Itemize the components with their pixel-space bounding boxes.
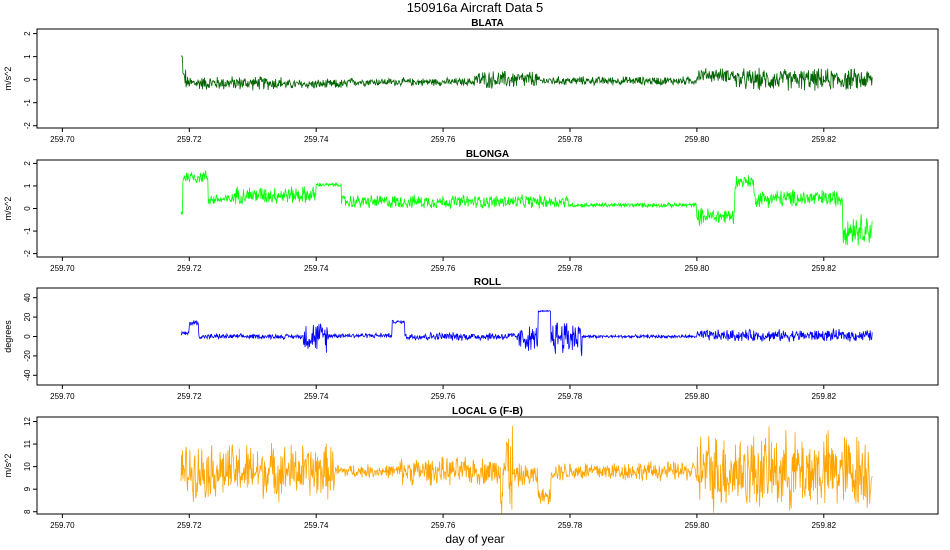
x-axis-label: day of year <box>445 532 504 546</box>
series-line <box>180 309 873 356</box>
y-tick-label: 0 <box>23 206 32 211</box>
y-axis-label: m/s^2 <box>3 454 13 478</box>
x-tick-label: 259.78 <box>558 135 583 144</box>
plot-frame <box>36 159 939 258</box>
panel-title: BLATA <box>471 18 503 29</box>
plot-frame <box>36 416 939 515</box>
x-tick-label: 259.70 <box>50 264 75 273</box>
y-axis-label: m/s^2 <box>3 67 13 91</box>
x-tick-label: 259.70 <box>50 521 75 530</box>
y-tick-label: -2 <box>23 122 32 130</box>
y-tick-label: 1 <box>23 183 32 188</box>
y-tick-label: 2 <box>23 31 32 36</box>
x-tick-label: 259.72 <box>177 392 202 401</box>
y-tick-label: 0 <box>23 334 32 339</box>
series-line <box>180 170 873 246</box>
y-tick-label: 12 <box>23 417 32 426</box>
panel-0: BLATA 259.70 259.72 259.74 259.76 259.78 259.8… <box>3 18 939 144</box>
y-tick-label: 20 <box>23 312 32 321</box>
x-tick-label: 259.80 <box>685 392 710 401</box>
panel-3: LOCAL G (F-B) 259.70 259.72 259.74 259.76 259… <box>3 406 939 530</box>
x-tick-label: 259.82 <box>812 264 837 273</box>
y-tick-label: 9 <box>23 486 32 491</box>
x-tick-label: 259.76 <box>431 264 456 273</box>
panel-title: ROLL <box>474 277 501 288</box>
x-tick-label: 259.76 <box>431 135 456 144</box>
x-tick-label: 259.74 <box>304 135 329 144</box>
x-tick-label: 259.72 <box>177 264 202 273</box>
x-tick-label: 259.78 <box>558 392 583 401</box>
x-tick-label: 259.82 <box>812 392 837 401</box>
panel-title: LOCAL G (F-B) <box>452 406 523 417</box>
y-tick-label: 8 <box>23 509 32 514</box>
x-tick-label: 259.74 <box>304 264 329 273</box>
x-tick-label: 259.74 <box>304 392 329 401</box>
y-tick-label: -2 <box>23 250 32 258</box>
y-tick-label: 2 <box>23 161 32 166</box>
panel-1: BLONGA 259.70 259.72 259.74 259.76 259.78 259.… <box>3 149 939 273</box>
y-axis-label: degrees <box>3 320 13 353</box>
y-tick-label: 0 <box>23 77 32 82</box>
series-line <box>180 425 873 515</box>
x-tick-label: 259.78 <box>558 521 583 530</box>
y-tick-label: -1 <box>23 227 32 235</box>
x-tick-label: 259.78 <box>558 264 583 273</box>
y-axis-label: m/s^2 <box>3 197 13 221</box>
plot-frame <box>36 28 939 129</box>
y-tick-label: 40 <box>23 293 32 302</box>
x-tick-label: 259.70 <box>50 392 75 401</box>
x-tick-label: 259.72 <box>177 521 202 530</box>
x-tick-label: 259.76 <box>431 392 456 401</box>
x-tick-label: 259.74 <box>304 521 329 530</box>
x-tick-label: 259.80 <box>685 521 710 530</box>
y-tick-label: 1 <box>23 54 32 59</box>
x-tick-label: 259.72 <box>177 135 202 144</box>
series-line <box>180 55 873 91</box>
x-tick-label: 259.80 <box>685 264 710 273</box>
panel-title: BLONGA <box>466 149 509 160</box>
main-title: 150916a Aircraft Data 5 <box>407 0 544 15</box>
y-tick-label: 11 <box>23 439 32 448</box>
panel-2: ROLL 259.70 259.72 259.74 259.76 259.78 259.80… <box>3 277 939 401</box>
x-tick-label: 259.70 <box>50 135 75 144</box>
y-tick-label: -40 <box>23 369 32 381</box>
x-tick-label: 259.82 <box>812 135 837 144</box>
x-tick-label: 259.80 <box>685 135 710 144</box>
y-tick-label: -1 <box>23 99 32 107</box>
y-tick-label: -20 <box>23 350 32 362</box>
x-tick-label: 259.76 <box>431 521 456 530</box>
y-tick-label: 10 <box>23 462 32 471</box>
x-tick-label: 259.82 <box>812 521 837 530</box>
